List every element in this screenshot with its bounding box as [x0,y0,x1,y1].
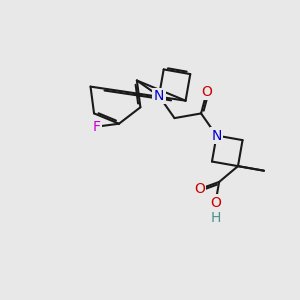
Text: O: O [202,85,212,99]
Text: N: N [154,89,164,103]
Text: H: H [210,211,221,225]
Text: F: F [93,120,101,134]
Text: O: O [210,196,221,210]
Text: N: N [212,128,222,142]
Text: O: O [194,182,205,196]
